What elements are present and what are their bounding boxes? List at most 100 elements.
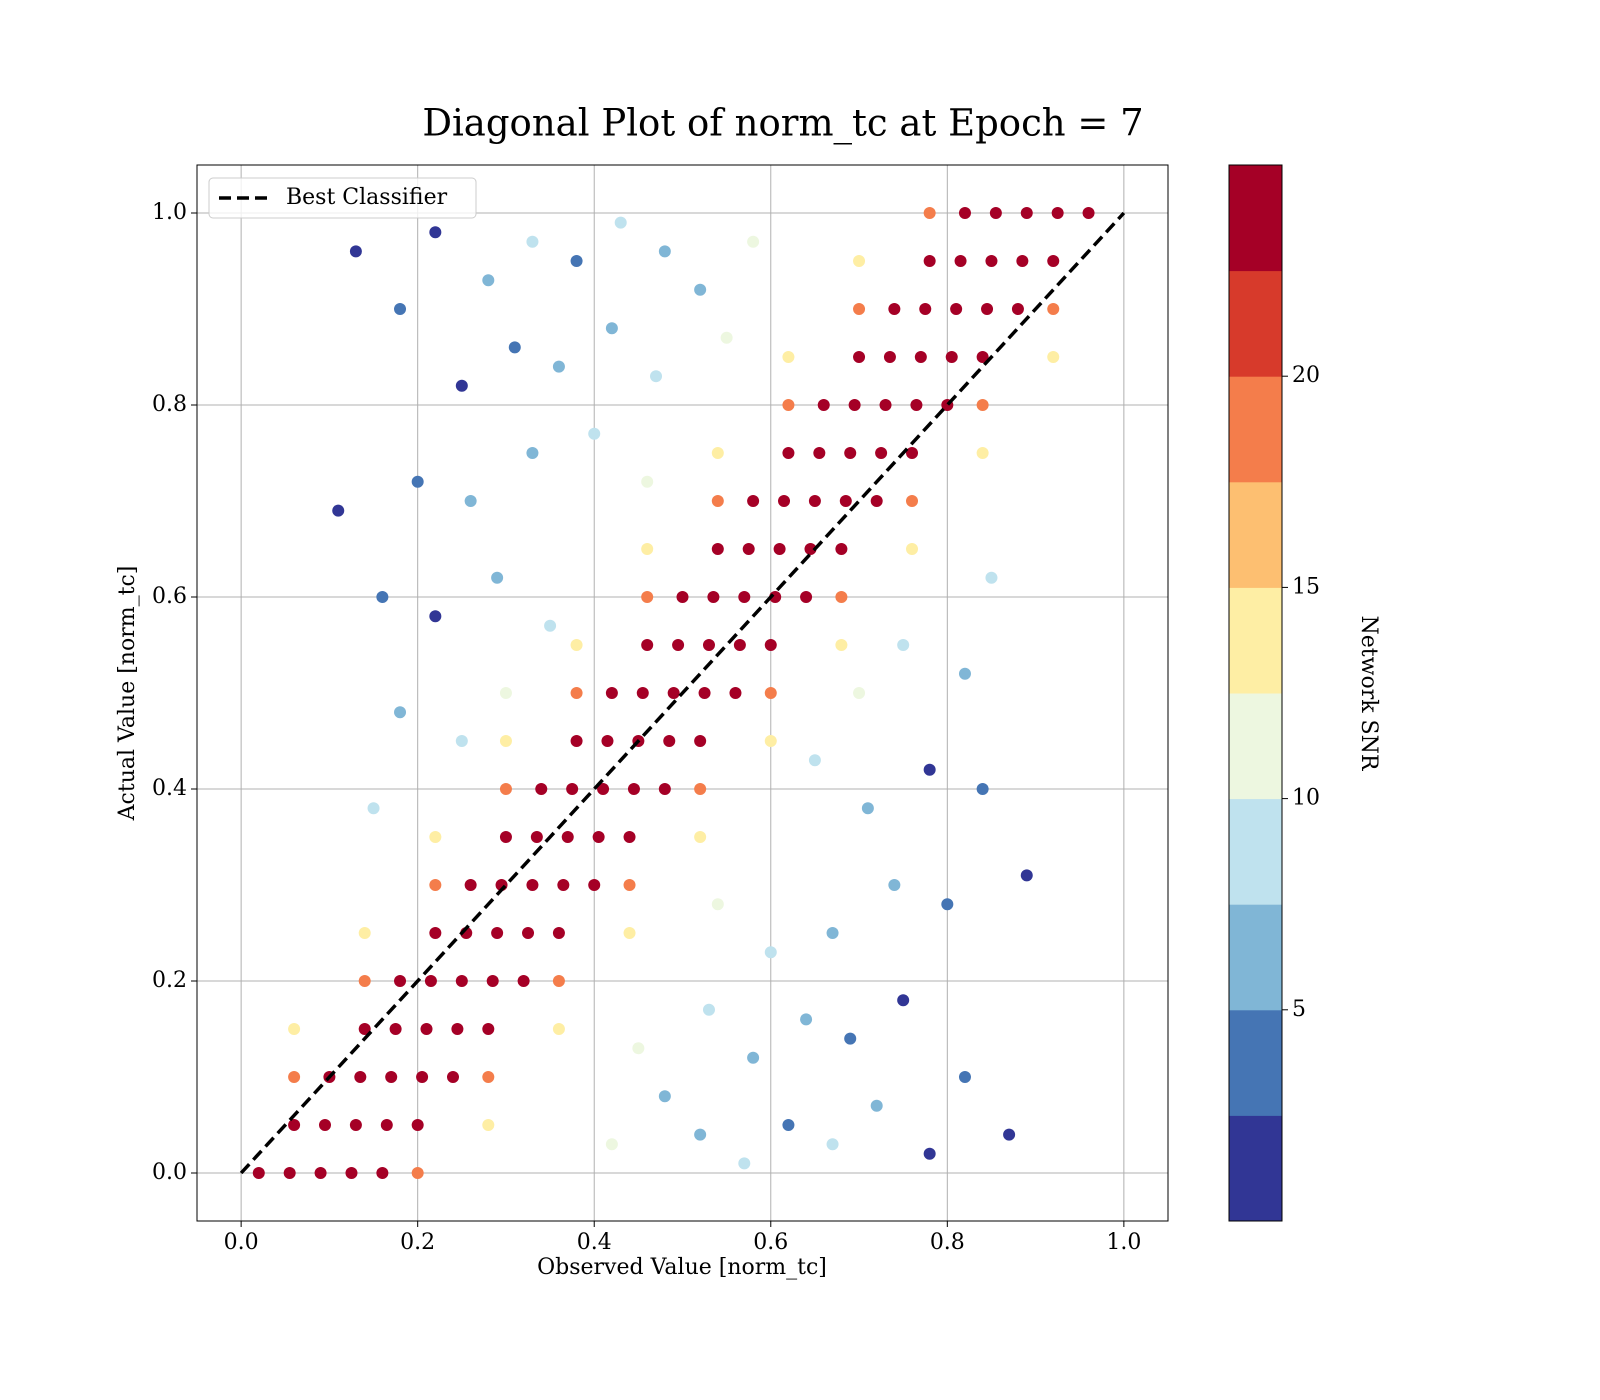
point bbox=[544, 619, 557, 632]
point bbox=[354, 1071, 367, 1083]
point bbox=[570, 255, 583, 267]
point bbox=[711, 543, 724, 555]
point bbox=[813, 447, 826, 459]
point bbox=[552, 360, 565, 373]
x-tick-label: 0.8 bbox=[930, 1230, 965, 1255]
point bbox=[318, 1119, 331, 1131]
point bbox=[446, 1071, 459, 1083]
point bbox=[923, 207, 936, 219]
colorbar-tick-label: 15 bbox=[1292, 574, 1320, 599]
point bbox=[870, 1099, 883, 1112]
point bbox=[919, 303, 932, 315]
colorbar-bin bbox=[1229, 798, 1282, 905]
x-axis-label: Observed Value [norm_tc] bbox=[537, 1255, 827, 1280]
point bbox=[526, 879, 539, 891]
point bbox=[738, 1157, 751, 1170]
point bbox=[875, 447, 888, 459]
point bbox=[914, 351, 927, 363]
point bbox=[561, 831, 574, 843]
point bbox=[945, 351, 958, 363]
point bbox=[429, 879, 442, 891]
colorbar-tick-label: 10 bbox=[1292, 786, 1320, 811]
point bbox=[632, 1042, 645, 1055]
point bbox=[853, 255, 866, 267]
colorbar-bin bbox=[1229, 587, 1282, 694]
legend-box bbox=[208, 177, 477, 219]
point bbox=[424, 975, 437, 987]
colorbar-tick-label: 5 bbox=[1292, 997, 1306, 1022]
point bbox=[1082, 207, 1095, 219]
point bbox=[738, 591, 751, 603]
point bbox=[288, 1119, 301, 1131]
y-tick-label: 0.6 bbox=[152, 584, 187, 609]
point bbox=[694, 831, 707, 843]
chart-title: Diagonal Plot of norm_tc at Epoch = 7 bbox=[422, 102, 1143, 146]
point bbox=[888, 303, 901, 315]
point bbox=[499, 687, 512, 699]
point bbox=[429, 610, 442, 623]
x-tick-label: 0.2 bbox=[400, 1230, 435, 1255]
point bbox=[411, 1167, 424, 1179]
point bbox=[1051, 207, 1064, 219]
point bbox=[976, 351, 989, 363]
point bbox=[694, 283, 707, 296]
point bbox=[349, 245, 362, 258]
point bbox=[416, 1071, 429, 1083]
point bbox=[808, 754, 821, 767]
point bbox=[288, 1023, 301, 1035]
point bbox=[491, 571, 504, 584]
point bbox=[499, 831, 512, 843]
point bbox=[658, 1090, 671, 1103]
point bbox=[694, 1128, 707, 1141]
point bbox=[958, 207, 971, 219]
point bbox=[451, 1023, 464, 1035]
point bbox=[535, 783, 548, 795]
point bbox=[835, 543, 848, 555]
point bbox=[853, 687, 866, 699]
point bbox=[729, 687, 742, 699]
point bbox=[641, 543, 654, 555]
point bbox=[800, 591, 813, 603]
point bbox=[380, 1119, 393, 1131]
point bbox=[552, 927, 565, 939]
colorbar-frame bbox=[1228, 164, 1283, 1222]
y-tick-label: 0.2 bbox=[152, 968, 187, 993]
point bbox=[349, 1119, 362, 1131]
point bbox=[778, 495, 791, 507]
point bbox=[844, 1032, 857, 1045]
point bbox=[491, 927, 504, 939]
point bbox=[747, 1051, 760, 1064]
colorbar-bin bbox=[1229, 165, 1282, 272]
point bbox=[283, 1167, 296, 1179]
plot-area bbox=[252, 207, 1095, 1179]
point bbox=[782, 447, 795, 459]
point bbox=[817, 399, 830, 411]
point bbox=[566, 783, 579, 795]
point bbox=[879, 399, 892, 411]
point bbox=[773, 543, 786, 555]
point bbox=[950, 303, 963, 315]
y-tick-label: 0.8 bbox=[152, 392, 187, 417]
x-tick-label: 1.0 bbox=[1106, 1230, 1141, 1255]
point bbox=[897, 639, 910, 651]
colorbar-bin bbox=[1229, 481, 1282, 588]
point bbox=[804, 543, 817, 555]
point bbox=[844, 447, 857, 459]
point bbox=[482, 274, 495, 287]
point bbox=[252, 1167, 265, 1179]
point bbox=[385, 1071, 398, 1083]
point bbox=[910, 399, 923, 411]
point bbox=[906, 447, 919, 459]
point bbox=[464, 495, 477, 507]
point bbox=[597, 783, 610, 795]
point bbox=[526, 235, 539, 248]
point bbox=[332, 504, 345, 517]
point bbox=[288, 1071, 301, 1083]
point bbox=[782, 351, 795, 363]
y-tick-label: 0.4 bbox=[152, 776, 187, 801]
reference-line bbox=[239, 211, 1126, 1175]
point bbox=[570, 639, 583, 651]
point bbox=[464, 879, 477, 891]
point bbox=[835, 591, 848, 603]
